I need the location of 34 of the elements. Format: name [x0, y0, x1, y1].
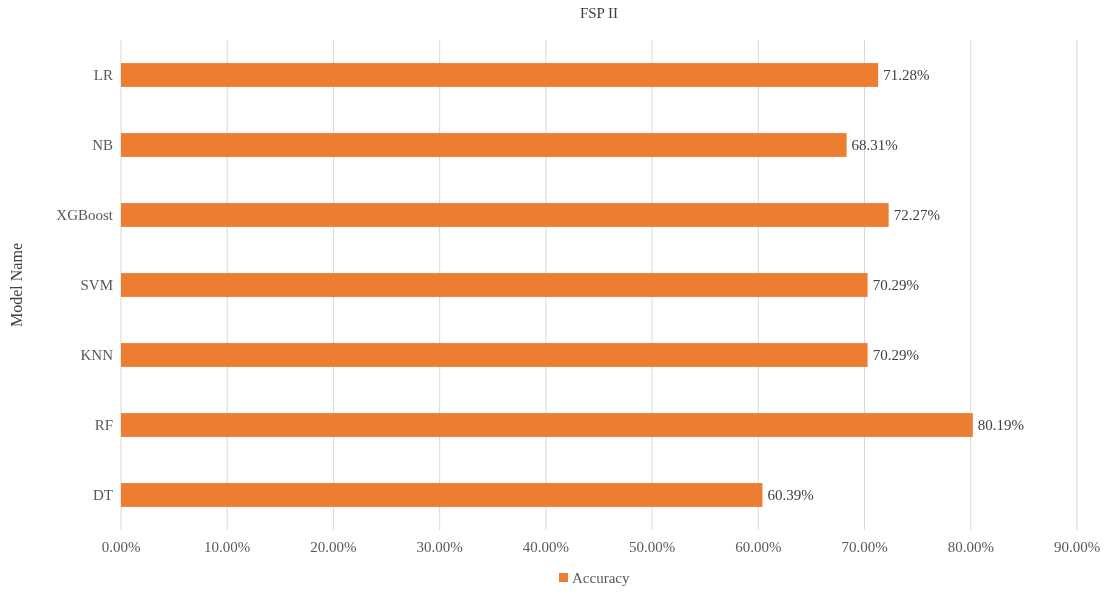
data-label: 80.19% — [977, 417, 1025, 434]
x-tick-label: 70.00% — [841, 539, 888, 555]
y-tick-label: DT — [93, 487, 113, 504]
data-label: 70.29% — [872, 347, 919, 364]
y-tick-label: NB — [92, 137, 113, 154]
bar — [121, 63, 879, 87]
x-tick-label: 50.00% — [628, 539, 676, 555]
data-label: 72.27% — [893, 207, 940, 224]
data-label: 68.31% — [851, 137, 898, 154]
y-tick-label: RF — [94, 417, 113, 434]
x-tick-label: 30.00% — [416, 539, 463, 555]
bar — [121, 413, 973, 437]
x-tick-label: 80.00% — [947, 539, 994, 555]
data-label: 60.39% — [767, 487, 814, 504]
y-axis-title: Model Name — [8, 243, 25, 327]
bar — [121, 273, 868, 297]
y-tick-label: KNN — [80, 347, 114, 364]
data-label: 71.28% — [883, 67, 930, 84]
x-tick-label: 90.00% — [1053, 539, 1101, 555]
y-tick-label: XGBoost — [56, 207, 114, 224]
bar — [121, 203, 889, 227]
x-tick-label: 60.00% — [735, 539, 782, 555]
bar — [121, 133, 847, 157]
x-tick-label: 20.00% — [310, 539, 357, 555]
x-tick-label: 0.00% — [101, 539, 141, 555]
y-tick-label: SVM — [80, 277, 113, 294]
x-tick-label: 10.00% — [204, 539, 251, 555]
data-label: 70.29% — [872, 277, 919, 294]
bar — [121, 483, 763, 507]
x-tick-label: 40.00% — [522, 539, 570, 555]
bar — [121, 343, 868, 367]
legend-label: Accuracy — [572, 570, 630, 587]
chart-title: FSP II — [579, 5, 619, 21]
y-tick-label: LR — [93, 67, 113, 84]
